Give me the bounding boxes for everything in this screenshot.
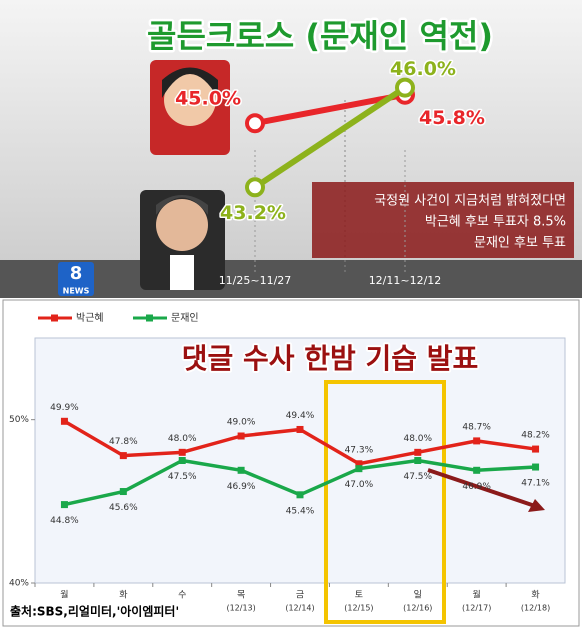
point	[532, 445, 540, 453]
series-line	[254, 91, 406, 127]
point	[532, 463, 540, 471]
legend-label: 박근혜	[76, 312, 104, 324]
point	[355, 460, 363, 468]
point	[178, 457, 186, 464]
value-label: 46.0%	[390, 58, 456, 80]
annotation: 문재인 후보 투표	[474, 236, 566, 251]
value-label: 48.2%	[521, 431, 550, 441]
point	[296, 491, 304, 499]
top-title: 골든크로스 (문재인 역전)	[147, 17, 493, 55]
point	[60, 417, 68, 425]
value-label: 45.8%	[419, 107, 485, 129]
x-tick-date: (12/17)	[462, 604, 491, 613]
value-label: 49.4%	[286, 411, 315, 421]
logo-number: 8	[70, 263, 83, 284]
x-tick-label: 월	[60, 589, 68, 601]
point	[473, 466, 481, 474]
x-tick-label: 일	[414, 590, 422, 601]
value-label: 48.0%	[403, 434, 432, 444]
value-label: 46.9%	[462, 482, 491, 492]
point	[414, 457, 422, 464]
chart-title: 댓글 수사 한밤 기습 발표	[182, 342, 479, 375]
series-line	[253, 85, 407, 190]
point	[473, 437, 481, 445]
x-tick-label: 수	[178, 590, 186, 601]
x-tick-date: (12/15)	[344, 604, 373, 613]
x-tick-label: 화	[531, 590, 539, 601]
source: 출처:SBS,리얼미터,'아이엠피터'	[10, 604, 179, 619]
value-label: 49.0%	[227, 418, 256, 428]
trend-arrowhead	[528, 499, 545, 512]
value-label: 45.6%	[109, 503, 138, 513]
point	[355, 465, 363, 473]
legend-label: 문재인	[171, 312, 199, 324]
point	[178, 448, 186, 456]
portrait-park	[150, 60, 230, 155]
x-tick-label: 토	[355, 591, 363, 601]
x-tick-date: (12/16)	[403, 604, 432, 613]
portrait-moon	[140, 190, 225, 290]
plot-area	[34, 337, 566, 584]
legend-marker	[51, 314, 58, 322]
value-label: 48.7%	[462, 422, 491, 432]
logo-box	[58, 262, 94, 296]
value-label: 47.1%	[521, 479, 550, 489]
highlight-box	[324, 380, 446, 624]
x-tick-label: 월	[473, 589, 481, 601]
point	[119, 452, 127, 460]
value-label: 46.9%	[227, 482, 256, 492]
x-tick-label: 목	[237, 590, 245, 601]
point	[237, 432, 245, 440]
point	[395, 77, 415, 98]
value-label: 45.4%	[286, 506, 315, 516]
x-tick-date: (12/18)	[521, 604, 550, 613]
x-tick-label: 화	[119, 590, 127, 601]
bottom-strip	[0, 260, 582, 298]
logo-text: NEWS	[63, 287, 90, 296]
point	[245, 177, 265, 198]
x-tick-label: 12/11~12/12	[369, 274, 442, 287]
value-label: 48.0%	[168, 434, 197, 444]
x-tick-label: 금	[296, 590, 304, 601]
point	[60, 501, 68, 509]
value-label: 44.8%	[50, 516, 79, 526]
point	[414, 448, 422, 456]
x-tick-date: (12/14)	[285, 604, 314, 613]
value-label: 47.5%	[168, 472, 197, 482]
value-label: 47.0%	[345, 480, 374, 490]
value-label: 43.2%	[220, 202, 286, 224]
value-label: 47.5%	[403, 472, 432, 482]
point	[237, 466, 245, 474]
value-label: 47.8%	[109, 437, 138, 447]
x-tick-label: 11/25~11/27	[219, 274, 292, 287]
annotation: 국정원 사건이 지금처럼 밝혀졌다면	[374, 194, 566, 209]
annotation: 박근혜 후보 투표자 8.5%	[425, 215, 566, 230]
value-label: 45.0%	[175, 88, 241, 110]
value-label: 47.3%	[345, 445, 374, 455]
legend-marker	[146, 314, 153, 322]
point	[119, 488, 127, 496]
y-tick-label: 40%	[9, 579, 29, 589]
trend-arrow	[427, 468, 536, 508]
y-tick-label: 50%	[9, 415, 29, 425]
value-label: 49.9%	[50, 403, 79, 413]
point	[245, 113, 265, 134]
x-tick-date: (12/13)	[226, 604, 255, 613]
annotation-box	[312, 182, 574, 258]
point	[296, 425, 304, 433]
